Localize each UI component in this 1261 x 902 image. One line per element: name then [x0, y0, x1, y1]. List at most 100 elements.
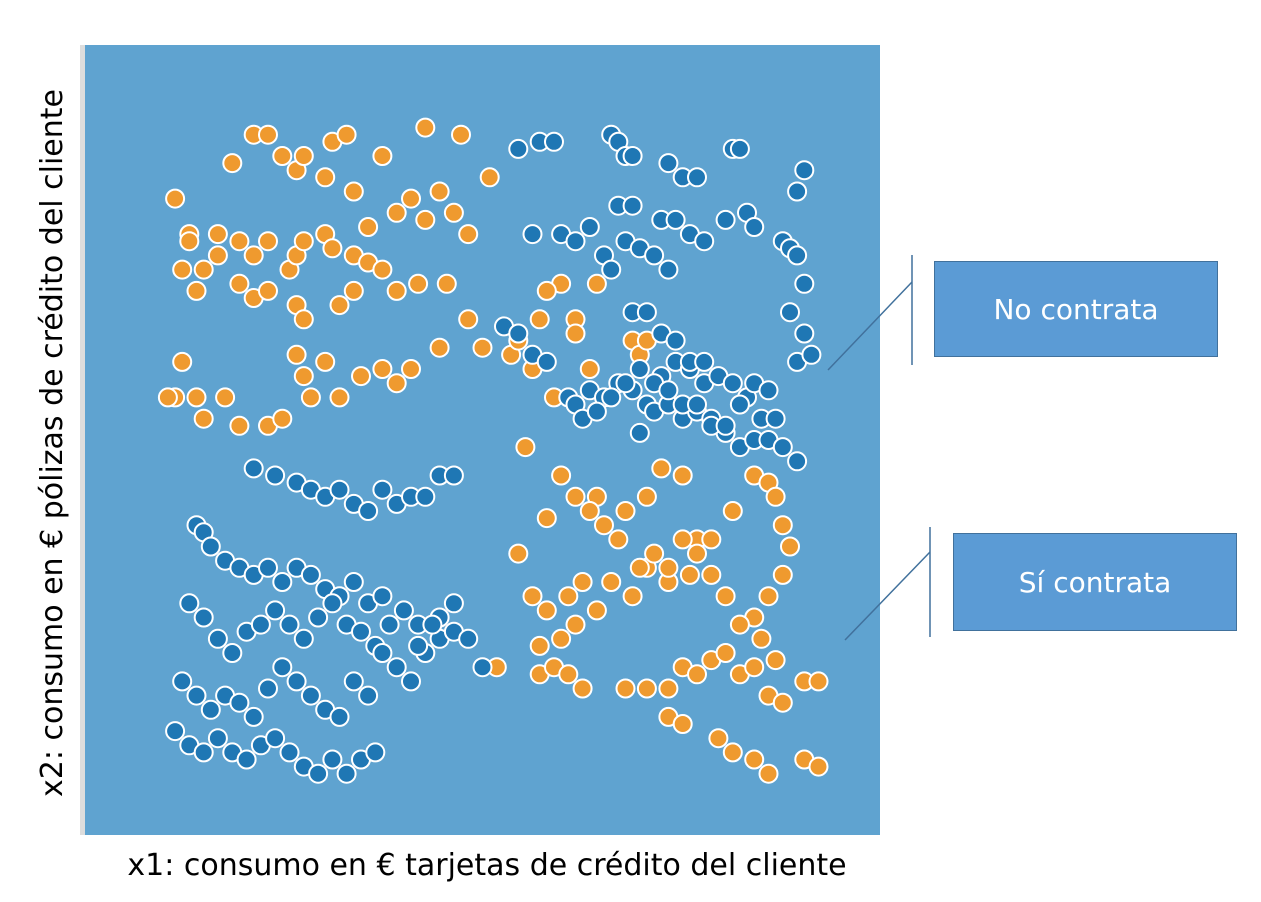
orange-point: [594, 515, 614, 536]
orange-point: [458, 224, 479, 245]
orange-point: [808, 756, 829, 777]
blue-point: [794, 160, 815, 181]
blue-point: [279, 742, 300, 763]
orange-point: [629, 557, 650, 578]
orange-point: [508, 543, 529, 564]
blue-point: [729, 394, 750, 415]
orange-point: [780, 536, 800, 557]
orange-point: [722, 501, 743, 521]
orange-point: [758, 763, 779, 784]
data-points: [157, 117, 829, 784]
orange-point: [658, 557, 679, 578]
orange-point: [443, 202, 464, 223]
blue-point: [658, 259, 679, 280]
orange-point: [222, 153, 243, 174]
blue-point: [622, 146, 643, 166]
orange-point: [751, 628, 772, 649]
orange-point: [729, 614, 750, 635]
blue-point: [308, 763, 329, 784]
orange-point: [229, 231, 250, 252]
blue-point: [601, 259, 622, 280]
blue-point: [443, 593, 464, 614]
orange-point: [358, 217, 379, 237]
orange-point: [558, 586, 579, 607]
orange-point: [622, 586, 643, 607]
orange-point: [193, 408, 214, 429]
blue-point: [193, 607, 214, 628]
blue-point: [207, 628, 228, 649]
blue-point: [286, 671, 307, 692]
blue-point: [658, 153, 679, 174]
blue-point: [193, 742, 214, 763]
orange-point: [372, 146, 393, 166]
blue-point: [336, 763, 357, 784]
callout-no-contrata-text: No contrata: [993, 292, 1159, 326]
orange-point: [636, 678, 657, 699]
blue-point: [729, 138, 750, 159]
blue-point: [794, 273, 815, 294]
orange-point: [193, 259, 214, 280]
blue-point: [794, 323, 815, 344]
orange-point: [644, 543, 665, 564]
blue-point: [243, 706, 264, 727]
orange-point: [615, 678, 636, 699]
blue-point: [372, 643, 393, 663]
blue-point: [186, 685, 207, 706]
orange-point: [258, 124, 278, 145]
orange-point: [565, 323, 586, 344]
blue-point: [179, 593, 200, 614]
orange-point: [551, 465, 572, 486]
blue-point: [200, 536, 221, 557]
orange-point: [701, 529, 722, 550]
blue-point: [458, 628, 479, 649]
blue-point: [715, 415, 736, 436]
orange-point: [229, 415, 250, 436]
blue-point: [343, 671, 364, 692]
orange-point: [386, 202, 407, 223]
blue-point: [258, 678, 278, 699]
orange-point: [744, 657, 765, 678]
orange-point: [215, 387, 236, 408]
blue-point: [236, 749, 257, 770]
blue-point: [636, 302, 657, 323]
orange-point: [579, 501, 600, 521]
orange-point: [329, 387, 350, 408]
orange-point: [529, 309, 550, 330]
blue-point: [351, 621, 371, 642]
orange-point: [708, 728, 729, 749]
blue-point: [694, 231, 715, 252]
orange-point: [351, 366, 371, 387]
blue-point: [272, 572, 293, 592]
orange-point: [515, 437, 536, 458]
blue-point: [565, 231, 586, 252]
blue-point: [758, 380, 779, 401]
orange-point: [586, 273, 607, 294]
orange-point: [293, 231, 314, 252]
orange-point: [536, 280, 557, 301]
blue-point: [765, 408, 786, 429]
orange-point: [408, 273, 429, 294]
orange-point: [808, 671, 829, 692]
blue-point: [322, 749, 343, 770]
blue-point: [422, 614, 443, 635]
blue-point: [536, 351, 557, 372]
orange-point: [572, 678, 593, 699]
blue-point: [250, 614, 271, 635]
orange-point: [429, 337, 450, 358]
blue-point: [229, 692, 250, 713]
blue-point: [787, 245, 808, 266]
blue-point: [665, 330, 686, 351]
orange-point: [207, 224, 228, 245]
blue-point: [265, 728, 286, 749]
orange-point: [536, 508, 557, 529]
orange-point: [300, 387, 321, 408]
blue-point: [615, 373, 636, 394]
blue-point: [644, 245, 665, 266]
blue-point: [329, 479, 350, 500]
orange-point: [329, 295, 350, 316]
orange-point: [172, 259, 193, 280]
orange-point: [551, 628, 572, 649]
blue-point: [207, 728, 228, 749]
blue-point: [172, 671, 193, 692]
blue-point: [293, 628, 314, 649]
